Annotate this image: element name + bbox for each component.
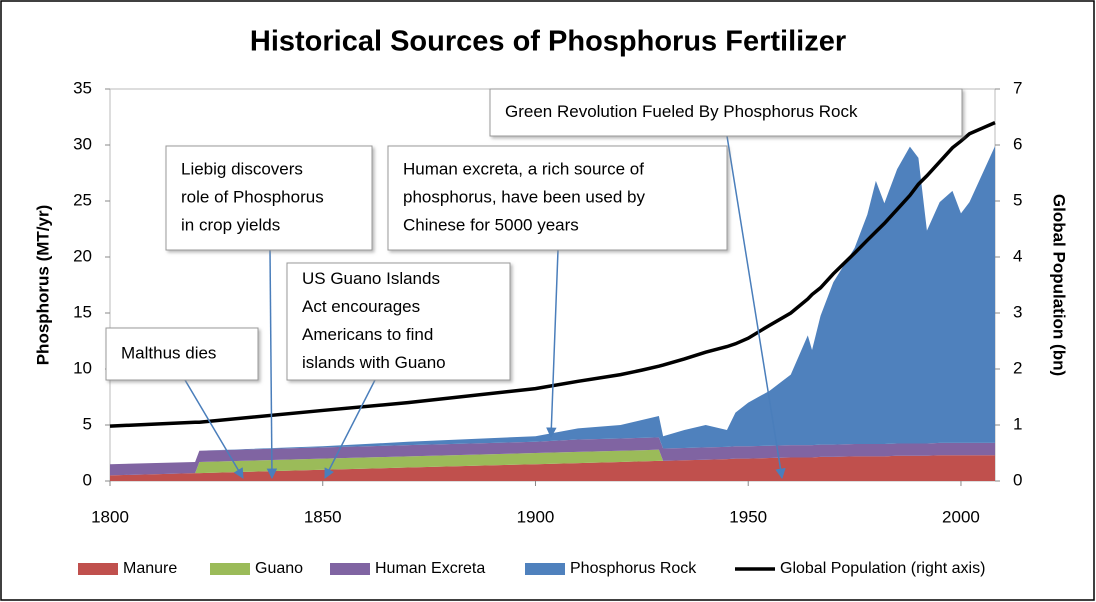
y-tick-label: 30 xyxy=(73,134,92,153)
annotation-box xyxy=(489,88,963,137)
y2-tick-label: 1 xyxy=(1013,414,1022,433)
annotation-text: US Guano Islands xyxy=(302,269,440,288)
annotation-box xyxy=(105,327,259,381)
annotation-text: Act encourages xyxy=(302,297,420,316)
y-tick-label: 35 xyxy=(73,78,92,97)
x-tick-label: 2000 xyxy=(942,507,980,526)
annotation-arrow xyxy=(546,249,559,439)
legend-label: Phosphorus Rock xyxy=(570,560,697,577)
annotation-arrow xyxy=(266,249,278,480)
y-tick-label: 25 xyxy=(73,190,92,209)
line xyxy=(109,120,996,428)
y2-tick-label: 3 xyxy=(1013,302,1022,321)
x-tick-label: 1850 xyxy=(304,507,342,526)
y2-tick-label: 4 xyxy=(1013,246,1022,265)
annotation-text: Malthus dies xyxy=(121,343,216,362)
x-tick-label: 1950 xyxy=(729,507,767,526)
y2-tick-label: 5 xyxy=(1013,190,1022,209)
area xyxy=(110,437,995,476)
legend-swatch xyxy=(78,563,118,575)
area xyxy=(110,146,995,465)
legend-label: Manure xyxy=(123,560,177,577)
annotation-text: role of Phosphorus xyxy=(181,187,324,206)
annotation-box xyxy=(387,145,728,251)
annotation-text: islands with Guano xyxy=(302,353,446,372)
y-tick-label: 0 xyxy=(83,470,92,489)
legend-label: Guano xyxy=(255,560,303,577)
y-tick-label: 20 xyxy=(73,246,92,265)
annotation-text: Americans to find xyxy=(302,325,433,344)
y-axis-label: Phosphorus (MT/yr) xyxy=(33,205,52,366)
chart-title: Historical Sources of Phosphorus Fertili… xyxy=(250,26,846,58)
annotation-text: Liebig discovers xyxy=(181,159,303,178)
y2-axis-label: Global Population (bn) xyxy=(1050,194,1069,376)
annotation-arrow xyxy=(726,135,786,480)
y-tick-label: 10 xyxy=(73,358,92,377)
x-tick-label: 1800 xyxy=(91,507,129,526)
annotation-text: Human excreta, a rich source of xyxy=(403,159,644,178)
y-tick-label: 15 xyxy=(73,302,92,321)
annotation-box xyxy=(286,262,511,381)
y2-tick-label: 6 xyxy=(1013,134,1022,153)
y2-tick-label: 2 xyxy=(1013,358,1022,377)
legend-swatch xyxy=(210,563,250,575)
legend-swatch xyxy=(330,563,370,575)
annotation-text: Green Revolution Fueled By Phosphorus Ro… xyxy=(505,102,858,121)
annotation-text: in crop yields xyxy=(181,215,280,234)
y2-tick-label: 0 xyxy=(1013,470,1022,489)
legend-swatch xyxy=(525,563,565,575)
legend-label: Human Excreta xyxy=(375,560,485,577)
legend-label: Global Population (right axis) xyxy=(780,560,985,577)
annotation-arrow xyxy=(184,379,244,479)
annotation-arrow xyxy=(324,379,376,479)
x-tick-label: 1900 xyxy=(517,507,555,526)
y2-tick-label: 7 xyxy=(1013,78,1022,97)
annotation-text: phosphorus, have been used by xyxy=(403,187,645,206)
annotation-text: Chinese for 5000 years xyxy=(403,215,579,234)
y-tick-label: 5 xyxy=(83,414,92,433)
annotation-box xyxy=(165,145,373,251)
